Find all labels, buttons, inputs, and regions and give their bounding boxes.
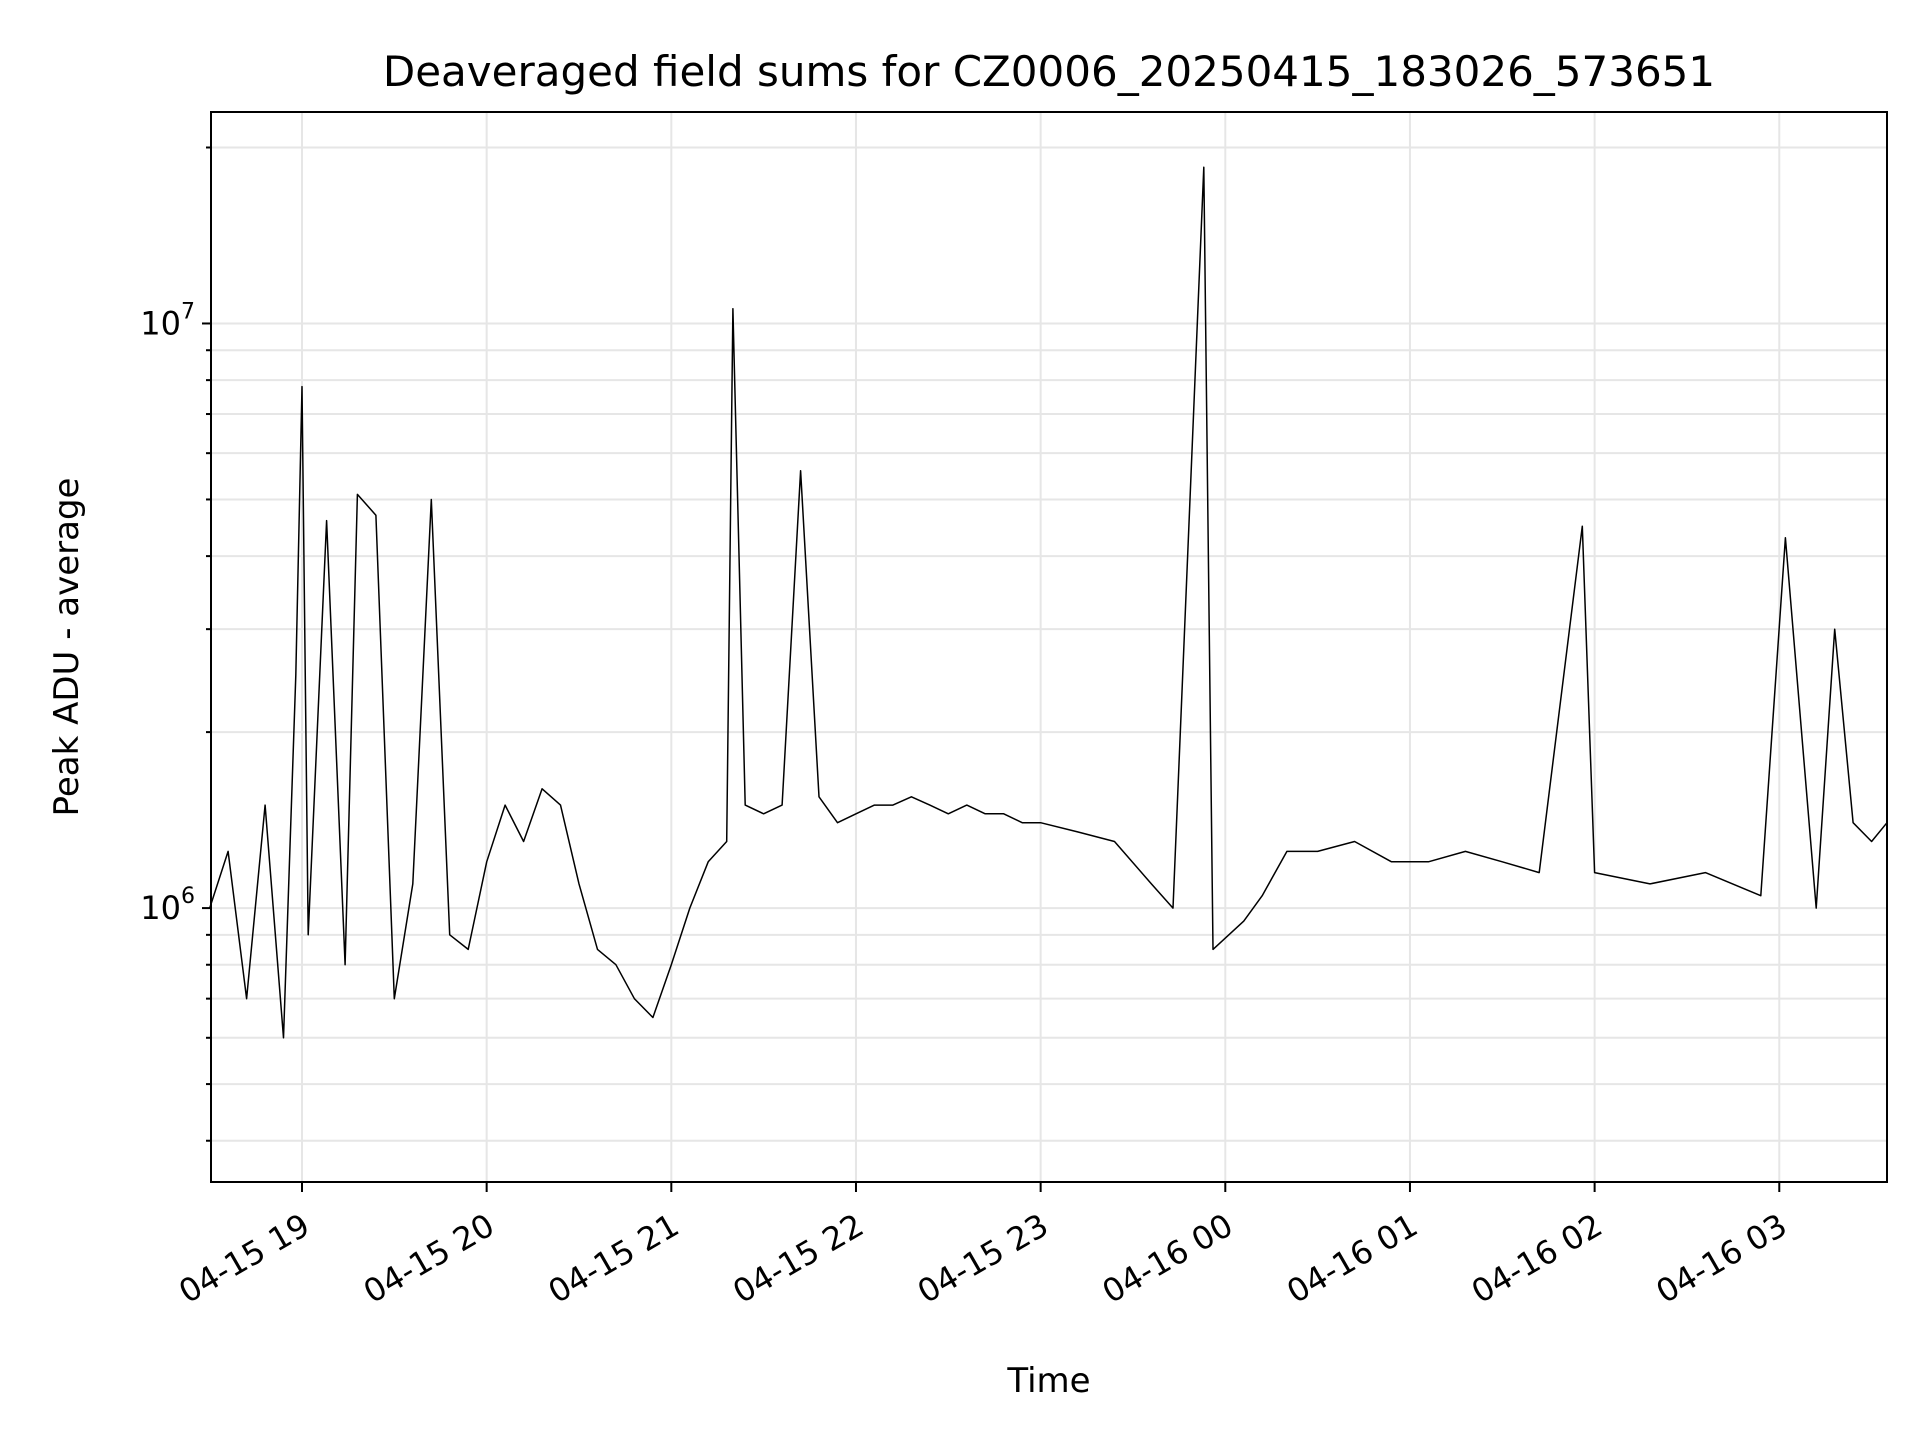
series-layer <box>208 166 1888 1039</box>
y-axis-label: Peak ADU - average <box>47 478 87 817</box>
chart-title: Deaveraged field sums for CZ0006_2025041… <box>383 47 1715 96</box>
x-axis-label: Time <box>1006 1361 1090 1401</box>
y-tick-label: 106 <box>140 884 195 927</box>
series-line <box>208 166 1888 1039</box>
y-tick-label: 107 <box>140 299 195 342</box>
grid <box>211 112 1887 1182</box>
plot-area-frame <box>210 111 1888 1183</box>
